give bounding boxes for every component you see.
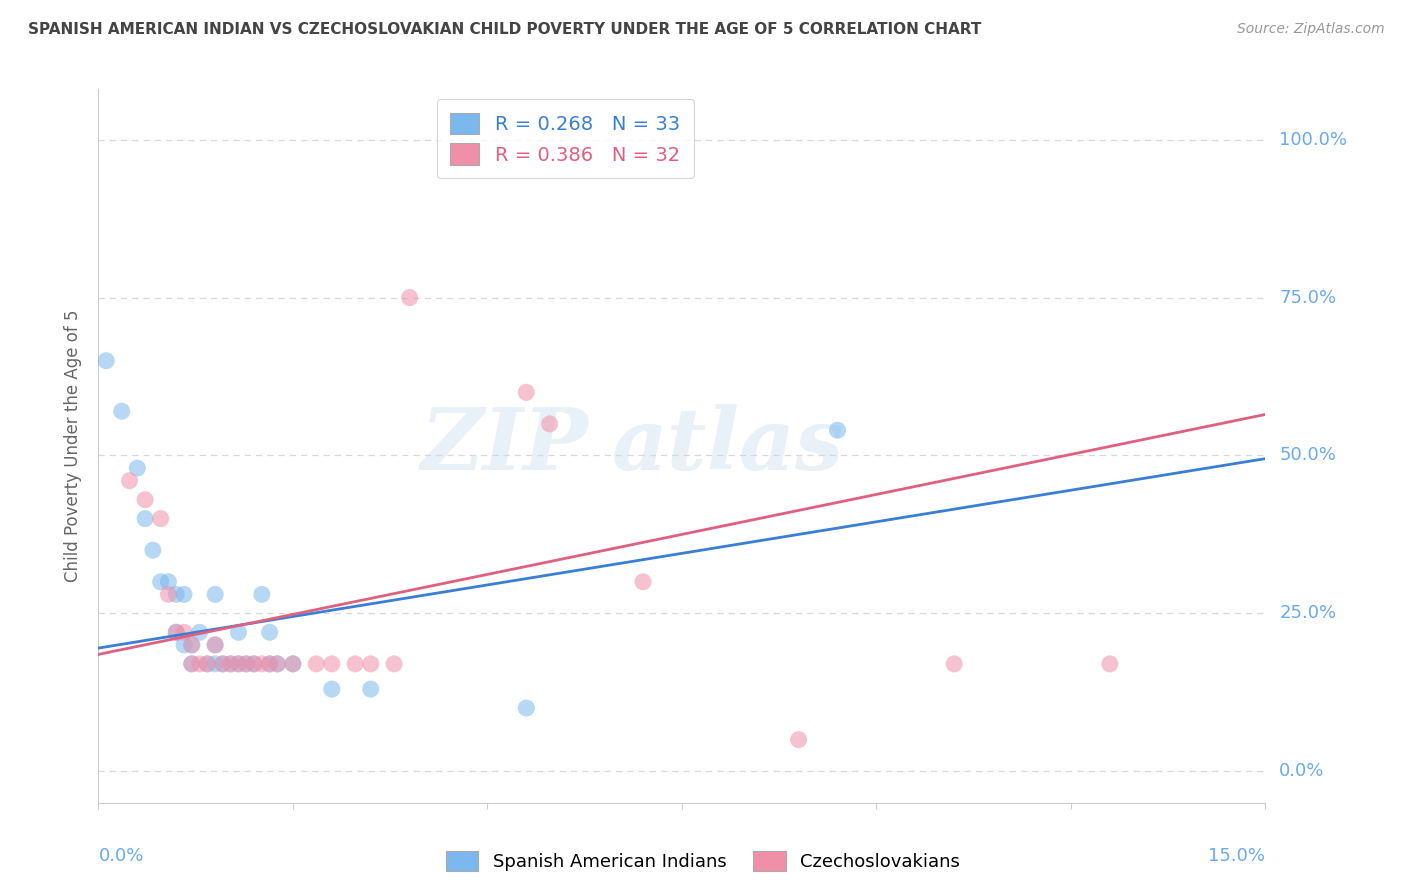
Point [259, 657, 281, 671]
Point [259, 657, 281, 671]
Point [515, 701, 537, 715]
Text: atlas: atlas [612, 404, 845, 488]
Point [243, 657, 266, 671]
Point [180, 657, 202, 671]
Point [344, 657, 367, 671]
Point [134, 492, 156, 507]
Point [157, 587, 180, 601]
Point [111, 404, 134, 418]
Point [235, 657, 257, 671]
Text: ZIP: ZIP [420, 404, 589, 488]
Point [382, 657, 405, 671]
Point [212, 657, 235, 671]
Point [266, 657, 288, 671]
Text: 25.0%: 25.0% [1279, 605, 1337, 623]
Point [250, 657, 273, 671]
Point [243, 657, 266, 671]
Point [180, 638, 202, 652]
Point [235, 657, 257, 671]
Point [96, 353, 118, 368]
Point [173, 638, 195, 652]
Point [180, 657, 202, 671]
Point [188, 625, 211, 640]
Point [173, 587, 195, 601]
Point [305, 657, 328, 671]
Point [180, 638, 202, 652]
Point [266, 657, 288, 671]
Text: 100.0%: 100.0% [1279, 131, 1347, 149]
Point [118, 474, 141, 488]
Text: SPANISH AMERICAN INDIAN VS CZECHOSLOVAKIAN CHILD POVERTY UNDER THE AGE OF 5 CORR: SPANISH AMERICAN INDIAN VS CZECHOSLOVAKI… [28, 22, 981, 37]
Point [173, 625, 195, 640]
Point [165, 587, 187, 601]
Point [943, 657, 966, 671]
Point [127, 461, 149, 475]
Text: 15.0%: 15.0% [1208, 847, 1265, 865]
Point [228, 657, 250, 671]
Point [212, 657, 235, 671]
Point [142, 543, 165, 558]
Point [321, 657, 343, 671]
Text: Source: ZipAtlas.com: Source: ZipAtlas.com [1237, 22, 1385, 37]
Text: 0.0%: 0.0% [98, 847, 143, 865]
Point [360, 657, 382, 671]
Point [1098, 657, 1121, 671]
Point [165, 625, 187, 640]
Point [787, 732, 810, 747]
Legend: R = 0.268   N = 33, R = 0.386   N = 32: R = 0.268 N = 33, R = 0.386 N = 32 [437, 99, 693, 178]
Point [149, 511, 172, 525]
Text: 75.0%: 75.0% [1279, 289, 1337, 307]
Point [228, 625, 250, 640]
Point [219, 657, 242, 671]
Point [195, 657, 218, 671]
Point [250, 587, 273, 601]
Point [204, 657, 226, 671]
Point [188, 657, 211, 671]
Point [538, 417, 561, 431]
Point [149, 574, 172, 589]
Point [321, 682, 343, 697]
Point [398, 291, 420, 305]
Point [360, 682, 382, 697]
Point [827, 423, 849, 437]
Point [134, 511, 156, 525]
Point [228, 657, 250, 671]
Point [219, 657, 242, 671]
Point [281, 657, 304, 671]
Point [515, 385, 537, 400]
Point [259, 625, 281, 640]
Text: 50.0%: 50.0% [1279, 447, 1336, 465]
Point [204, 638, 226, 652]
Text: 0.0%: 0.0% [1279, 763, 1324, 780]
Point [281, 657, 304, 671]
Legend: Spanish American Indians, Czechoslovakians: Spanish American Indians, Czechoslovakia… [439, 844, 967, 879]
Point [631, 574, 654, 589]
Point [165, 625, 187, 640]
Point [204, 638, 226, 652]
Point [204, 587, 226, 601]
Y-axis label: Child Poverty Under the Age of 5: Child Poverty Under the Age of 5 [65, 310, 83, 582]
Point [157, 574, 180, 589]
Point [195, 657, 218, 671]
